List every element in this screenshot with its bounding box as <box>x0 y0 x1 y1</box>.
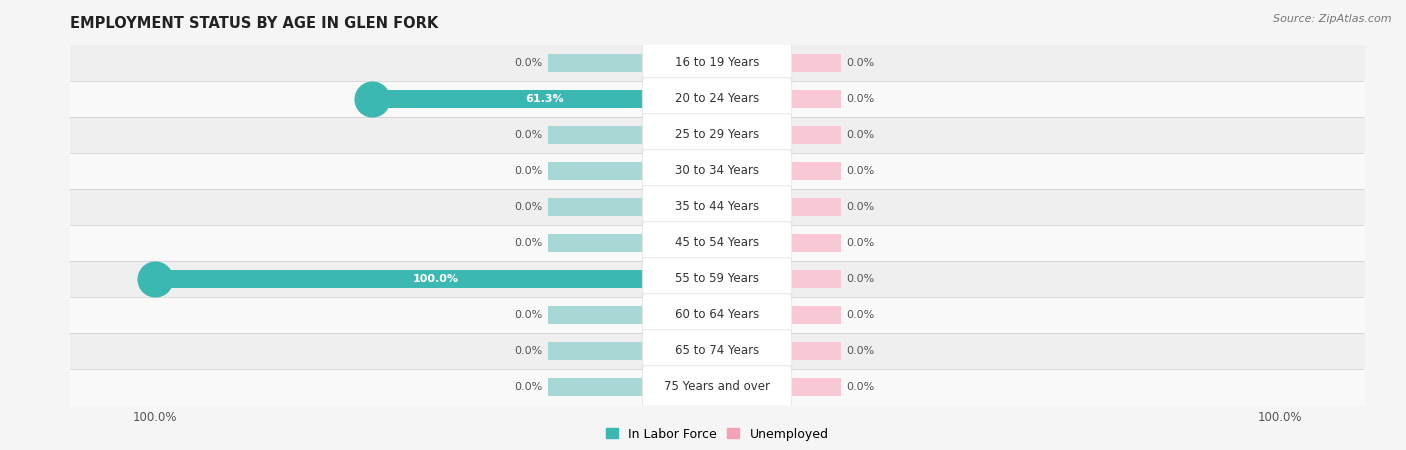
Text: 0.0%: 0.0% <box>846 130 875 140</box>
Text: 45 to 54 Years: 45 to 54 Years <box>675 237 759 249</box>
Bar <box>155 270 717 288</box>
Bar <box>717 198 841 216</box>
Text: 55 to 59 Years: 55 to 59 Years <box>675 273 759 285</box>
Text: 0.0%: 0.0% <box>515 238 543 248</box>
Text: 35 to 44 Years: 35 to 44 Years <box>675 201 759 213</box>
Text: 65 to 74 Years: 65 to 74 Years <box>675 345 759 357</box>
Text: 0.0%: 0.0% <box>846 274 875 284</box>
Text: 60 to 64 Years: 60 to 64 Years <box>675 309 759 321</box>
Bar <box>548 162 717 180</box>
Text: 75 Years and over: 75 Years and over <box>664 381 770 393</box>
Text: 0.0%: 0.0% <box>515 202 543 212</box>
Text: 0.0%: 0.0% <box>846 382 875 392</box>
Bar <box>717 126 841 144</box>
Text: 30 to 34 Years: 30 to 34 Years <box>675 165 759 177</box>
Text: 16 to 19 Years: 16 to 19 Years <box>675 57 759 69</box>
Text: 61.3%: 61.3% <box>526 94 564 104</box>
Text: 100.0%: 100.0% <box>413 274 458 284</box>
Text: 0.0%: 0.0% <box>515 58 543 68</box>
Bar <box>548 378 717 396</box>
Bar <box>548 198 717 216</box>
Text: 0.0%: 0.0% <box>515 346 543 356</box>
Text: 0.0%: 0.0% <box>515 166 543 176</box>
Bar <box>717 234 841 252</box>
Text: 0.0%: 0.0% <box>846 58 875 68</box>
FancyBboxPatch shape <box>643 150 792 192</box>
Bar <box>717 90 841 108</box>
Bar <box>548 54 717 72</box>
Text: 25 to 29 Years: 25 to 29 Years <box>675 129 759 141</box>
Text: 0.0%: 0.0% <box>846 346 875 356</box>
FancyBboxPatch shape <box>643 222 792 264</box>
Text: 0.0%: 0.0% <box>846 94 875 104</box>
Text: 0.0%: 0.0% <box>515 310 543 320</box>
Bar <box>717 342 841 360</box>
Bar <box>717 306 841 324</box>
Text: 0.0%: 0.0% <box>846 238 875 248</box>
Bar <box>717 270 841 288</box>
Bar <box>717 54 841 72</box>
FancyBboxPatch shape <box>643 366 792 408</box>
Text: Source: ZipAtlas.com: Source: ZipAtlas.com <box>1274 14 1392 23</box>
Text: 0.0%: 0.0% <box>846 202 875 212</box>
Bar <box>717 378 841 396</box>
Bar <box>717 162 841 180</box>
Bar <box>548 306 717 324</box>
FancyBboxPatch shape <box>643 186 792 228</box>
Legend: In Labor Force, Unemployed: In Labor Force, Unemployed <box>600 423 834 446</box>
Text: 0.0%: 0.0% <box>515 382 543 392</box>
Bar <box>548 126 717 144</box>
FancyBboxPatch shape <box>643 114 792 156</box>
Text: 20 to 24 Years: 20 to 24 Years <box>675 93 759 105</box>
Bar <box>373 90 717 108</box>
FancyBboxPatch shape <box>643 258 792 300</box>
Bar <box>548 342 717 360</box>
FancyBboxPatch shape <box>643 78 792 120</box>
Text: 0.0%: 0.0% <box>846 310 875 320</box>
FancyBboxPatch shape <box>643 330 792 372</box>
FancyBboxPatch shape <box>643 294 792 336</box>
Text: 0.0%: 0.0% <box>515 130 543 140</box>
Text: 0.0%: 0.0% <box>846 166 875 176</box>
FancyBboxPatch shape <box>643 42 792 84</box>
Bar <box>548 234 717 252</box>
Text: EMPLOYMENT STATUS BY AGE IN GLEN FORK: EMPLOYMENT STATUS BY AGE IN GLEN FORK <box>70 16 439 32</box>
